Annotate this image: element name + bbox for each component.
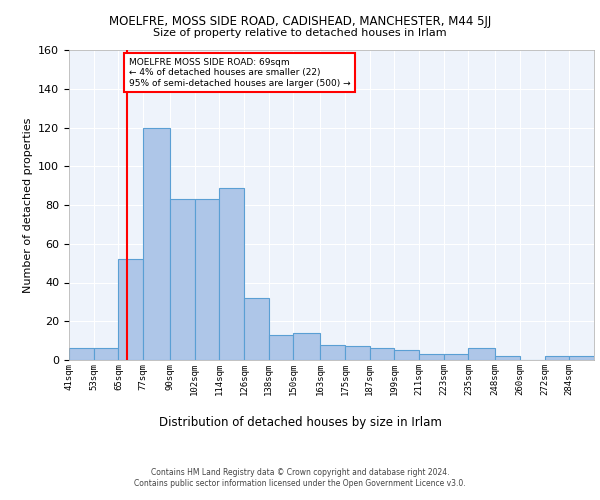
Text: Size of property relative to detached houses in Irlam: Size of property relative to detached ho…	[153, 28, 447, 38]
Bar	[118, 259, 143, 360]
Bar	[320, 344, 345, 360]
Bar	[194, 199, 219, 360]
Bar	[219, 188, 244, 360]
Bar	[495, 356, 520, 360]
Text: MOELFRE, MOSS SIDE ROAD, CADISHEAD, MANCHESTER, M44 5JJ: MOELFRE, MOSS SIDE ROAD, CADISHEAD, MANC…	[109, 15, 491, 28]
Bar	[244, 298, 269, 360]
Bar	[94, 348, 118, 360]
Text: Distribution of detached houses by size in Irlam: Distribution of detached houses by size …	[158, 416, 442, 429]
Bar	[69, 348, 94, 360]
Bar	[345, 346, 370, 360]
Bar	[444, 354, 469, 360]
Bar	[545, 356, 569, 360]
Bar	[143, 128, 170, 360]
Bar	[269, 335, 293, 360]
Text: Contains HM Land Registry data © Crown copyright and database right 2024.
Contai: Contains HM Land Registry data © Crown c…	[134, 468, 466, 487]
Bar	[293, 333, 320, 360]
Bar	[170, 199, 194, 360]
Bar	[569, 356, 594, 360]
Bar	[419, 354, 444, 360]
Y-axis label: Number of detached properties: Number of detached properties	[23, 118, 32, 292]
Bar	[394, 350, 419, 360]
Text: MOELFRE MOSS SIDE ROAD: 69sqm
← 4% of detached houses are smaller (22)
95% of se: MOELFRE MOSS SIDE ROAD: 69sqm ← 4% of de…	[129, 58, 350, 88]
Bar	[469, 348, 495, 360]
Bar	[370, 348, 394, 360]
